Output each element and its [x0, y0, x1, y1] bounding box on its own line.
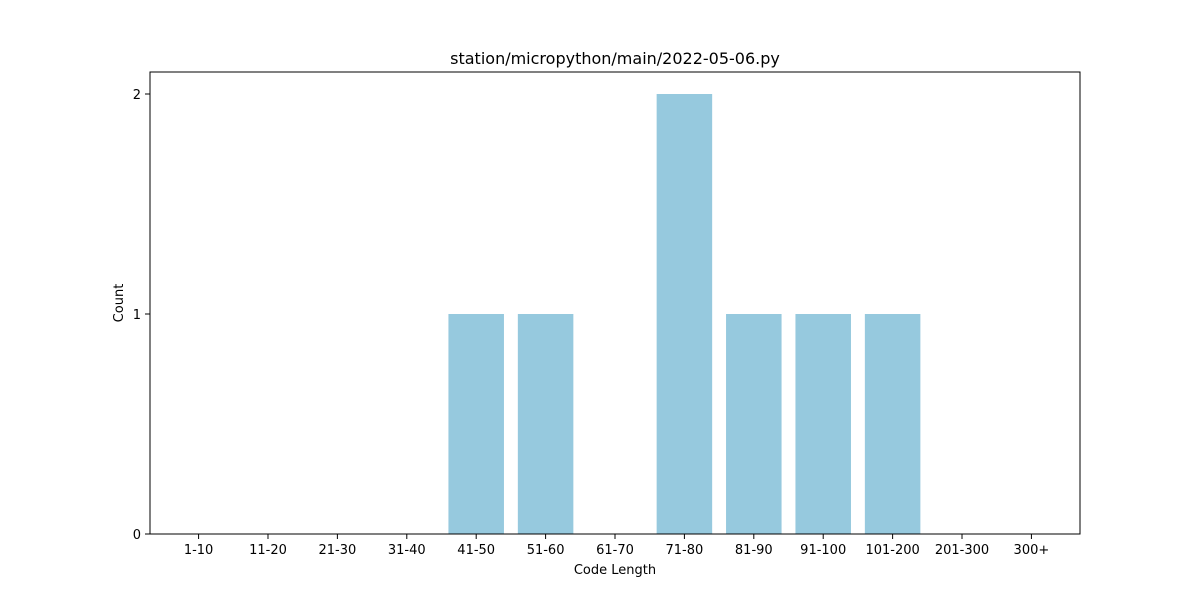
- x-tick-label: 61-70: [596, 543, 634, 558]
- x-tick-label: 101-200: [865, 543, 919, 558]
- x-tick-label: 201-300: [935, 543, 989, 558]
- bar-41-50: [448, 314, 504, 534]
- bar-101-200: [864, 314, 921, 534]
- y-tick-label: 2: [133, 88, 141, 103]
- x-axis: 1-10 11-20 21-30 31-40 41-50 51-60 61-70 71-80 8…: [184, 534, 1049, 558]
- x-tick-label: 1-10: [184, 543, 214, 558]
- y-tick-label: 1: [133, 308, 141, 323]
- y-axis: 0 1 2: [133, 88, 150, 543]
- y-tick-label: 0: [133, 528, 141, 543]
- x-axis-label: Code Length: [574, 563, 656, 578]
- x-tick-label: 91-100: [800, 543, 846, 558]
- plot-frame: [149, 71, 1081, 535]
- bar-81-90: [726, 314, 782, 534]
- bar-51-60: [517, 314, 574, 534]
- x-tick-label: 21-30: [318, 543, 356, 558]
- bar-91-100: [795, 314, 851, 534]
- x-tick-label: 81-90: [735, 543, 773, 558]
- x-tick-label: 11-20: [249, 543, 287, 558]
- bar-71-80: [656, 94, 713, 534]
- x-tick-label: 41-50: [457, 543, 495, 558]
- x-tick-label: 31-40: [388, 543, 426, 558]
- chart-title: station/micropython/main/2022-05-06.py: [450, 49, 780, 68]
- bars-layer: [448, 94, 921, 534]
- x-tick-label: 51-60: [527, 543, 565, 558]
- x-tick-label: 300+: [1014, 543, 1050, 558]
- x-tick-label: 71-80: [666, 543, 704, 558]
- y-axis-label: Count: [112, 284, 127, 323]
